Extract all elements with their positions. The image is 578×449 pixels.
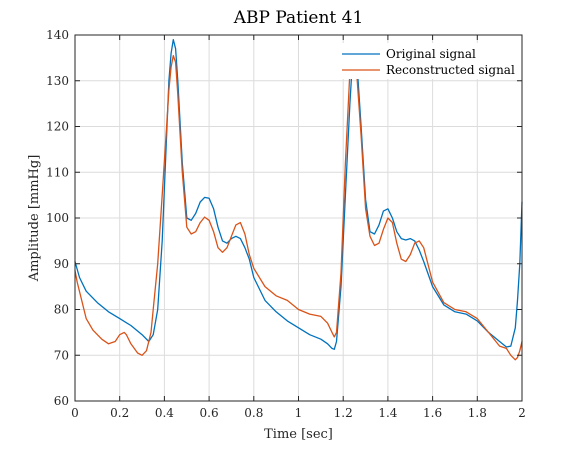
y-tick-label: 80 — [54, 303, 69, 317]
y-tick-label: 60 — [54, 394, 69, 408]
y-tick-label: 90 — [54, 257, 69, 271]
tick-labels: 0 0.2 0.4 0.6 0.8 1 1.2 1.4 1.6 1.8 2 60 70 80 90 100 11… — [46, 28, 526, 420]
y-tick-label: 110 — [46, 165, 69, 179]
x-tick-label: 1.8 — [468, 406, 487, 420]
series-layer — [74, 38, 523, 361]
x-tick-label: 1.2 — [334, 406, 353, 420]
chart-title: ABP Patient 41 — [233, 8, 364, 28]
series-line-reconstructed — [74, 50, 523, 361]
x-tick-label: 2 — [518, 406, 526, 420]
x-tick-label: 1.6 — [423, 406, 442, 420]
y-tick-label: 130 — [46, 74, 69, 88]
x-tick-label: 0.8 — [244, 406, 263, 420]
legend-box — [339, 43, 515, 79]
x-tick-label: 0.4 — [155, 406, 174, 420]
x-tick-label: 0.2 — [110, 406, 129, 420]
x-tick-label: 1 — [295, 406, 303, 420]
x-tick-label: 0 — [71, 406, 79, 420]
legend: Original signal Reconstructed signal — [339, 43, 515, 79]
y-tick-label: 140 — [46, 28, 69, 42]
x-tick-label: 1.4 — [378, 406, 397, 420]
ticks — [74, 34, 523, 402]
legend-label: Reconstructed signal — [386, 63, 515, 77]
y-tick-label: 100 — [46, 211, 69, 225]
y-axis-label: Amplitude [mmHg] — [27, 155, 42, 283]
y-tick-label: 70 — [54, 348, 69, 362]
legend-label: Original signal — [386, 47, 476, 61]
x-tick-label: 0.6 — [200, 406, 219, 420]
y-tick-label: 120 — [46, 120, 69, 134]
x-axis-label: Time [sec] — [264, 427, 333, 442]
series-line-original — [74, 38, 523, 350]
